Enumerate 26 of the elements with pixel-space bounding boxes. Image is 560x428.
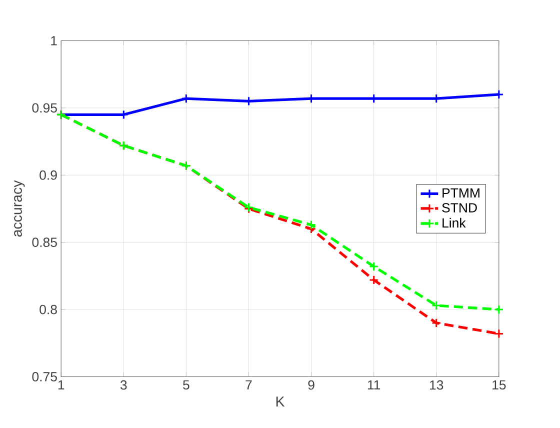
point <box>494 304 504 315</box>
y-tick-label: 0.9 <box>40 170 57 180</box>
legend-label: Link <box>442 218 466 228</box>
y-tick-label: 0.8 <box>40 305 57 314</box>
x-tick-label: 15 <box>492 380 506 390</box>
point <box>368 262 379 272</box>
point <box>432 318 442 328</box>
legend-label: STND <box>442 203 477 213</box>
point <box>494 329 504 339</box>
point <box>368 275 379 285</box>
x-tick-label: 7 <box>246 380 252 390</box>
y-tick-label: 0.95 <box>32 103 57 113</box>
x-tick-label: 9 <box>308 380 314 390</box>
x-tick-label: 13 <box>430 380 444 390</box>
x-tick-label: 1 <box>58 380 64 390</box>
point <box>306 220 316 230</box>
legend-label: PTMM <box>442 188 480 198</box>
x-tick-label: 5 <box>183 380 190 390</box>
x-tick-label: 3 <box>120 380 127 390</box>
y-tick-label: 1 <box>51 36 57 46</box>
x-axis-title: K <box>276 396 285 407</box>
y-tick-label: 0.75 <box>32 372 57 382</box>
y-axis-title: accuracy <box>14 180 25 237</box>
x-tick-label: 11 <box>368 380 380 390</box>
point <box>432 300 442 311</box>
y-tick-label: 0.85 <box>32 238 57 248</box>
